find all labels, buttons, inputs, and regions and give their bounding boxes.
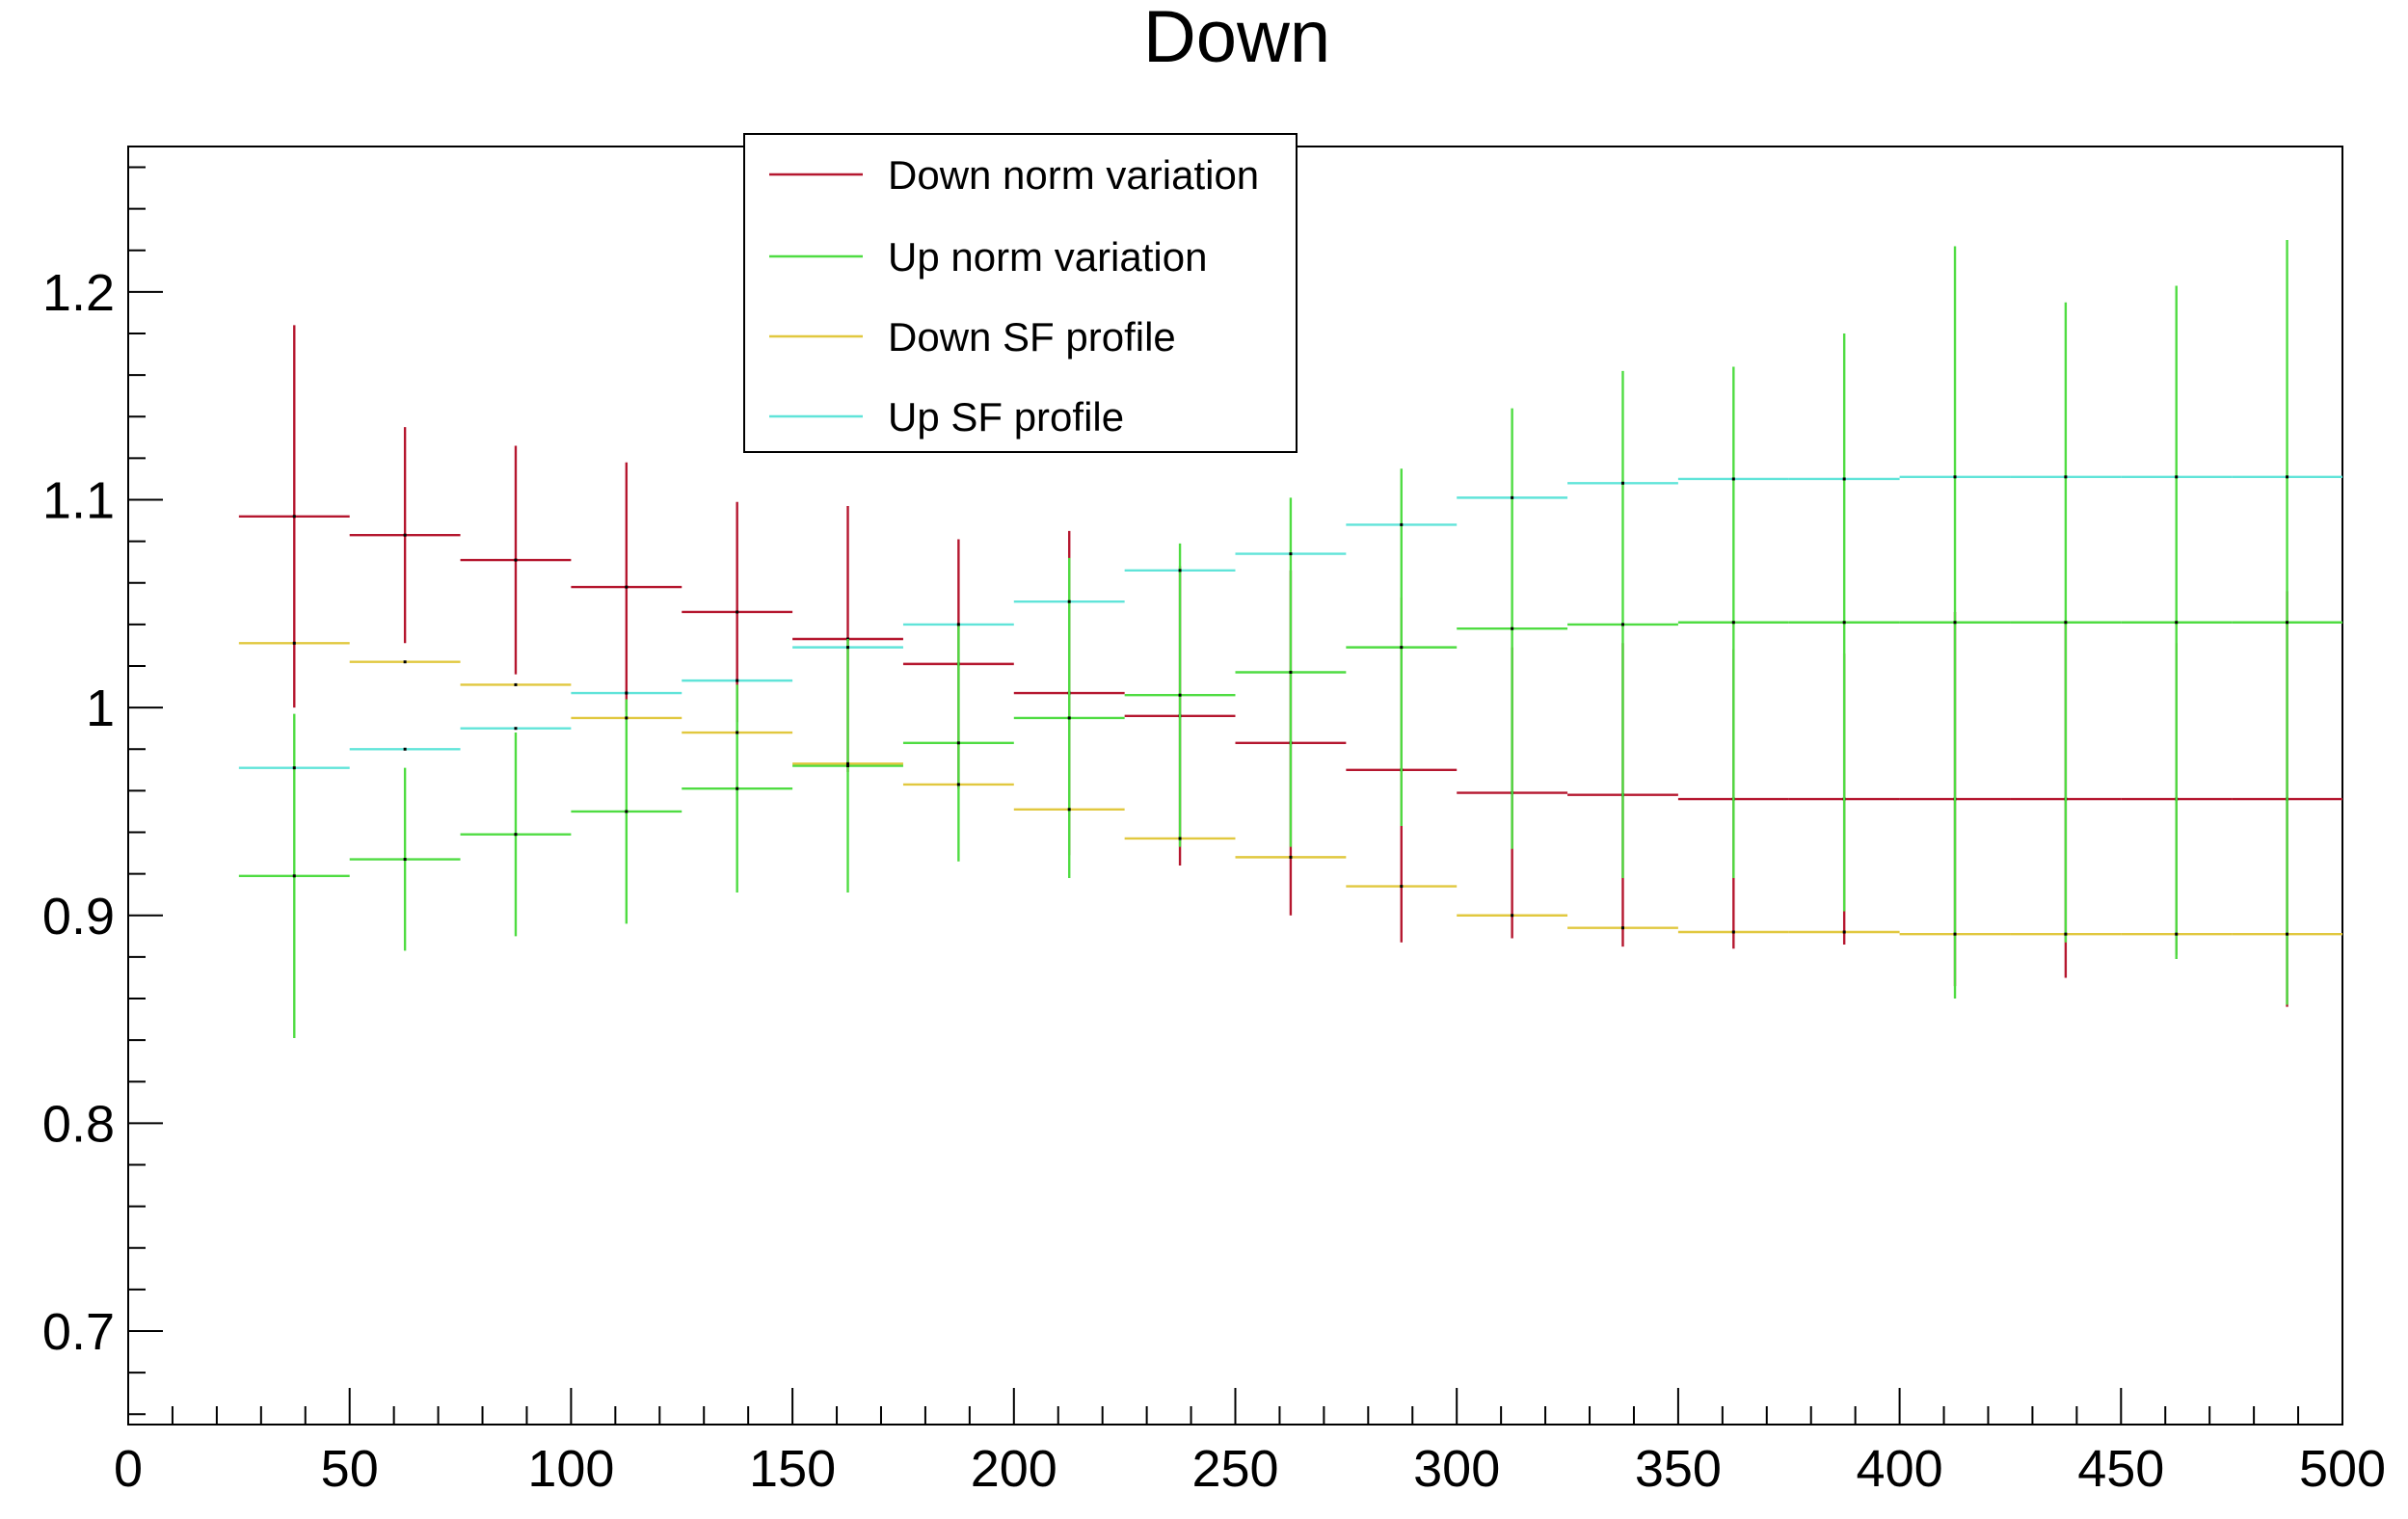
data-marker [1178, 837, 1182, 840]
data-marker [514, 558, 518, 562]
data-marker [1953, 932, 1957, 936]
data-marker [2175, 932, 2179, 936]
legend: Down norm variation Up norm variation Down… [743, 133, 1298, 453]
data-marker [625, 585, 629, 589]
data-marker [2064, 932, 2068, 936]
y-tick-label: 1.1 [42, 472, 115, 530]
data-marker [956, 623, 960, 626]
data-marker [2064, 621, 2068, 625]
data-marker [1511, 914, 1514, 918]
legend-label: Up SF profile [888, 394, 1124, 440]
x-tick-label: 250 [1191, 1440, 1278, 1498]
data-marker [846, 761, 850, 765]
data-marker [1067, 716, 1071, 720]
data-marker [292, 641, 296, 645]
data-marker [956, 783, 960, 786]
data-marker [1511, 626, 1514, 630]
data-marker [1400, 885, 1404, 889]
x-tick-label: 0 [114, 1440, 143, 1498]
data-marker [2286, 932, 2289, 936]
data-marker [1067, 808, 1071, 812]
data-marker [292, 874, 296, 878]
data-marker [403, 747, 407, 751]
data-marker [403, 660, 407, 664]
data-marker [1178, 693, 1182, 697]
data-marker [736, 786, 739, 790]
data-marker [1731, 477, 1735, 481]
data-marker [2175, 475, 2179, 479]
y-tick-label: 0.7 [42, 1303, 115, 1361]
data-marker [1511, 495, 1514, 499]
data-marker [1731, 621, 1735, 625]
data-marker [2175, 621, 2179, 625]
data-marker [846, 646, 850, 650]
data-marker [2286, 621, 2289, 625]
data-marker [1842, 930, 1846, 934]
data-marker [514, 833, 518, 837]
data-marker [625, 810, 629, 813]
y-axis: 0.7 0.8 0.9 1 1.1 1.2 [42, 166, 163, 1416]
data-marker [1620, 623, 1624, 626]
data-marker [292, 515, 296, 519]
data-marker [403, 858, 407, 862]
legend-label: Down SF profile [888, 314, 1176, 360]
series-2 [238, 641, 2342, 936]
data-marker [1067, 600, 1071, 603]
data-marker [1400, 646, 1404, 650]
y-tick-label: 0.9 [42, 888, 115, 946]
x-tick-label: 100 [527, 1440, 614, 1498]
data-marker [514, 727, 518, 731]
data-marker [1289, 855, 1293, 859]
x-tick-label: 50 [321, 1440, 379, 1498]
y-tick-label: 1.2 [42, 264, 115, 322]
legend-box [743, 133, 1298, 453]
data-marker [956, 741, 960, 745]
series-layer [238, 240, 2342, 1038]
legend-label: Up norm variation [888, 234, 1207, 280]
legend-label: Down norm variation [888, 152, 1259, 198]
x-tick-label: 300 [1413, 1440, 1500, 1498]
x-tick-label: 200 [971, 1440, 1057, 1498]
x-tick-label: 500 [2299, 1440, 2386, 1498]
series-3 [238, 475, 2342, 770]
legend-entries: Down norm variation Up norm variation Down… [769, 152, 1259, 440]
data-marker [1289, 552, 1293, 556]
x-tick-label: 450 [2077, 1440, 2164, 1498]
data-marker [2064, 475, 2068, 479]
data-marker [1620, 926, 1624, 930]
y-tick-label: 0.8 [42, 1095, 115, 1153]
data-marker [736, 731, 739, 734]
data-marker [1620, 481, 1624, 485]
data-marker [1178, 569, 1182, 573]
x-tick-label: 400 [1857, 1440, 1943, 1498]
series-1 [238, 240, 2342, 1038]
x-axis: 0 50 100 150 200 250 300 350 400 450 500 [114, 1388, 2386, 1498]
data-marker [846, 764, 850, 768]
y-tick-label: 1 [86, 680, 115, 737]
data-marker [736, 610, 739, 614]
x-tick-label: 350 [1635, 1440, 1722, 1498]
chart-title: Down [1143, 0, 1330, 78]
data-marker [1842, 477, 1846, 481]
data-marker [625, 691, 629, 695]
data-marker [1953, 475, 1957, 479]
data-marker [2286, 475, 2289, 479]
data-marker [514, 682, 518, 686]
data-marker [403, 533, 407, 537]
data-marker [1842, 621, 1846, 625]
data-marker [625, 716, 629, 720]
x-tick-label: 150 [749, 1440, 836, 1498]
data-marker [1731, 930, 1735, 934]
data-marker [292, 766, 296, 770]
data-marker [1953, 621, 1957, 625]
data-marker [736, 679, 739, 682]
data-marker [1289, 670, 1293, 674]
data-marker [1400, 522, 1404, 526]
